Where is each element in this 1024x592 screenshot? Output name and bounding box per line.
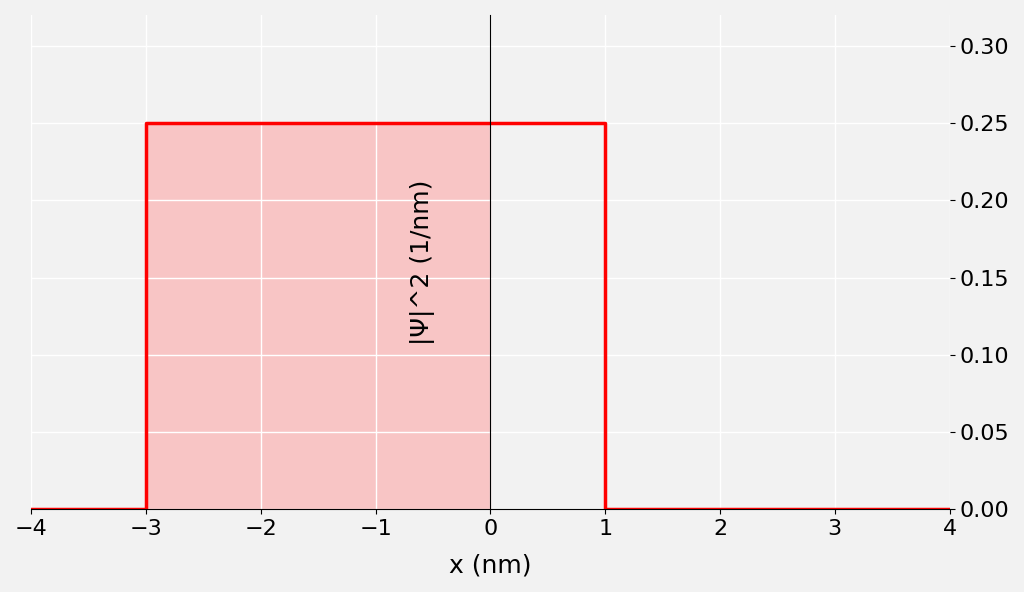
Polygon shape: [146, 123, 490, 509]
Y-axis label: |Ψ|^2 (1/nm): |Ψ|^2 (1/nm): [410, 179, 435, 345]
X-axis label: x (nm): x (nm): [450, 553, 531, 577]
